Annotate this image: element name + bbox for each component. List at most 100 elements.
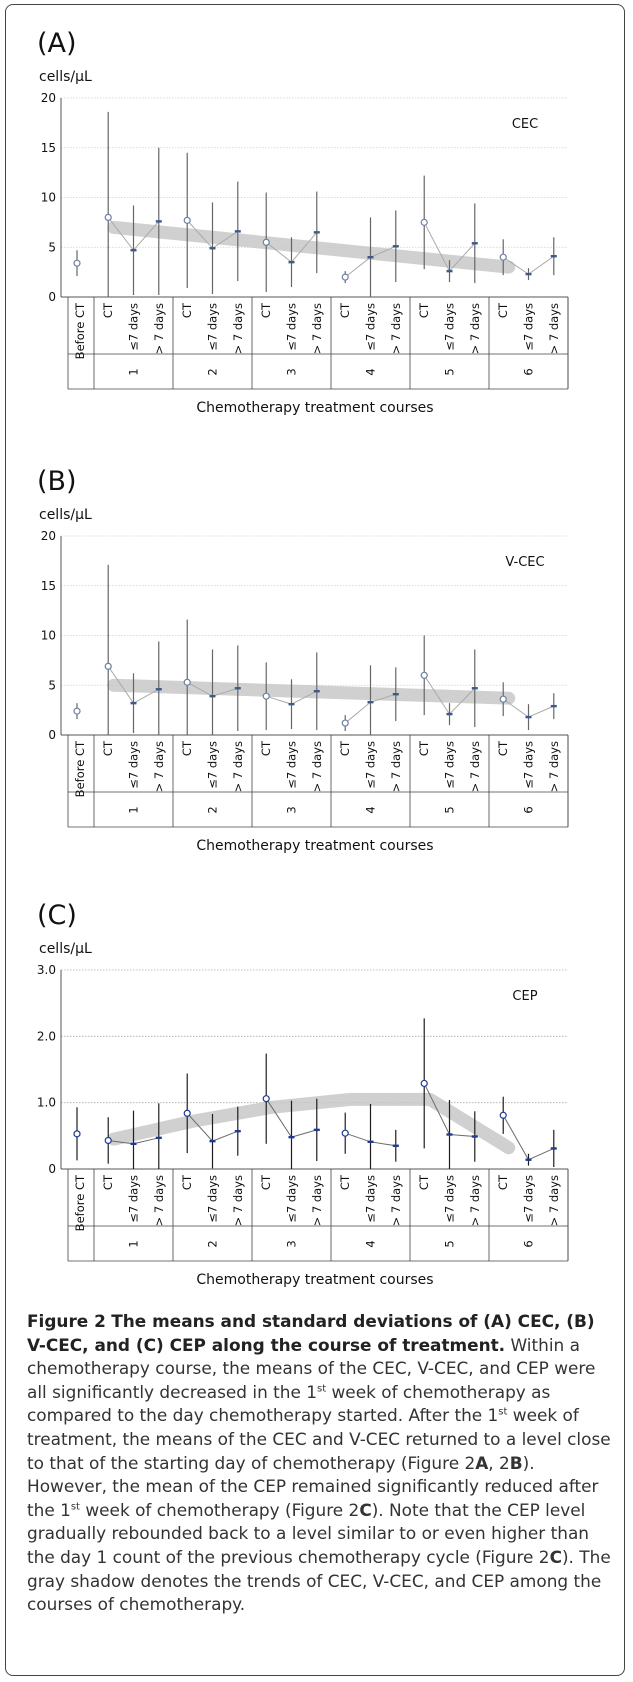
course-label: 5 <box>443 806 457 813</box>
y-tick-label: 3.0 <box>37 963 56 977</box>
caption-bold-13: C <box>549 1546 562 1567</box>
course-label: 4 <box>364 368 378 375</box>
category-table <box>67 735 569 828</box>
course-label: 1 <box>127 806 141 813</box>
data-point <box>525 715 532 719</box>
phase-tick-label: ≤7 days <box>127 1175 141 1223</box>
course-label: 1 <box>127 1240 141 1247</box>
data-point <box>525 272 532 276</box>
data-point <box>499 1111 507 1119</box>
phase-tick-label: CT <box>180 302 194 318</box>
y-tick-label: 20 <box>41 91 56 105</box>
data-point <box>499 695 507 703</box>
y-axis-unit-label: cells/µL <box>39 941 92 957</box>
phase-tick-label: > 7 days <box>152 1175 166 1226</box>
course-label: 1 <box>127 368 141 375</box>
trend-band <box>107 678 516 705</box>
phase-tick-label: CT <box>338 740 352 756</box>
course-label: 6 <box>522 806 536 813</box>
data-point <box>471 242 478 245</box>
baseline-marker <box>73 707 81 715</box>
phase-tick-label: > 7 days <box>389 303 403 354</box>
caption-sup-1: st <box>316 1383 327 1395</box>
y-tick-label: 20 <box>41 529 56 543</box>
data-point <box>209 1139 216 1143</box>
phase-tick-label: ≤7 days <box>443 303 457 351</box>
phase-tick-label: CT <box>259 302 273 318</box>
caption-sup-3: st <box>498 1406 508 1418</box>
phase-tick-label: ≤7 days <box>206 741 220 789</box>
caption-text-6: , 2 <box>488 1452 510 1473</box>
data-point <box>420 1079 428 1088</box>
phase-tick-label: > 7 days <box>231 741 245 792</box>
y-tick-label: 15 <box>41 579 56 593</box>
course-label: 2 <box>206 1240 220 1247</box>
course-label: 3 <box>285 368 299 375</box>
data-point <box>313 1128 320 1132</box>
course-label: 5 <box>443 368 457 375</box>
y-tick-label: 10 <box>41 191 56 205</box>
data-point <box>446 269 453 273</box>
data-point <box>341 719 349 727</box>
data-point <box>550 255 557 258</box>
caption-text-8: ). However, the mean of the CEP remained… <box>27 1452 599 1520</box>
phase-tick-label: ≤7 days <box>206 1175 220 1223</box>
x-axis-title: Chemotherapy treatment courses <box>196 838 433 854</box>
trend-band <box>107 220 516 274</box>
course-label: 2 <box>206 368 220 375</box>
phase-tick-label: ≤7 days <box>206 303 220 351</box>
y-tick-label: 0 <box>48 290 56 304</box>
phase-tick-label: CT <box>417 302 431 318</box>
data-point <box>367 256 374 259</box>
data-point <box>499 253 507 261</box>
phase-tick-label: ≤7 days <box>443 1175 457 1223</box>
y-axis-unit-label: cells/µL <box>39 507 92 523</box>
y-tick-label: 10 <box>41 629 56 643</box>
phase-tick-label: ≤7 days <box>285 1175 299 1223</box>
phase-tick-label: ≤7 days <box>285 303 299 351</box>
phase-tick-label: > 7 days <box>468 303 482 354</box>
data-point <box>550 704 557 708</box>
phase-tick-label: ≤7 days <box>364 303 378 351</box>
baseline-marker <box>73 1130 81 1138</box>
data-point <box>234 1129 241 1133</box>
phase-tick-label: ≤7 days <box>522 1175 536 1223</box>
baseline-tick-label: Before CT <box>73 740 87 797</box>
course-label: 4 <box>364 806 378 813</box>
caption-text-4: week of treatment, the means of the CEC … <box>27 1405 611 1473</box>
y-tick-label: 1.0 <box>37 1096 56 1110</box>
data-point <box>209 247 216 250</box>
phase-tick-label: > 7 days <box>547 1175 561 1226</box>
caption-sup-9: st <box>70 1501 80 1513</box>
data-point <box>104 213 112 221</box>
data-point <box>183 1109 191 1117</box>
phase-tick-label: > 7 days <box>152 303 166 354</box>
data-point <box>155 220 162 223</box>
phase-tick-label: > 7 days <box>389 1175 403 1226</box>
caption-text-10: week of chemotherapy (Figure 2 <box>79 1499 360 1520</box>
y-tick-label: 5 <box>48 240 56 254</box>
caption-bold-11: C <box>359 1499 372 1520</box>
y-tick-label: 15 <box>41 141 56 155</box>
phase-tick-label: > 7 days <box>310 741 324 792</box>
data-point <box>183 678 191 686</box>
phase-tick-label: CT <box>496 740 510 756</box>
data-point <box>183 216 191 224</box>
data-point <box>130 1142 137 1145</box>
data-point <box>313 690 320 693</box>
data-point <box>367 700 374 704</box>
data-point <box>130 701 137 705</box>
panel-label: (A) <box>37 28 77 59</box>
data-point <box>234 230 241 233</box>
caption-text-0: Within a chemotherapy course, the means … <box>27 1334 596 1402</box>
phase-tick-label: > 7 days <box>231 303 245 354</box>
data-point <box>392 693 399 696</box>
phase-tick-label: > 7 days <box>389 741 403 792</box>
caption-text-14: ). The gray shadow denotes the trends of… <box>27 1546 611 1615</box>
phase-tick-label: > 7 days <box>231 1175 245 1226</box>
phase-tick-label: CT <box>496 302 510 318</box>
phase-tick-label: CT <box>259 1174 273 1190</box>
data-point <box>155 1136 162 1140</box>
